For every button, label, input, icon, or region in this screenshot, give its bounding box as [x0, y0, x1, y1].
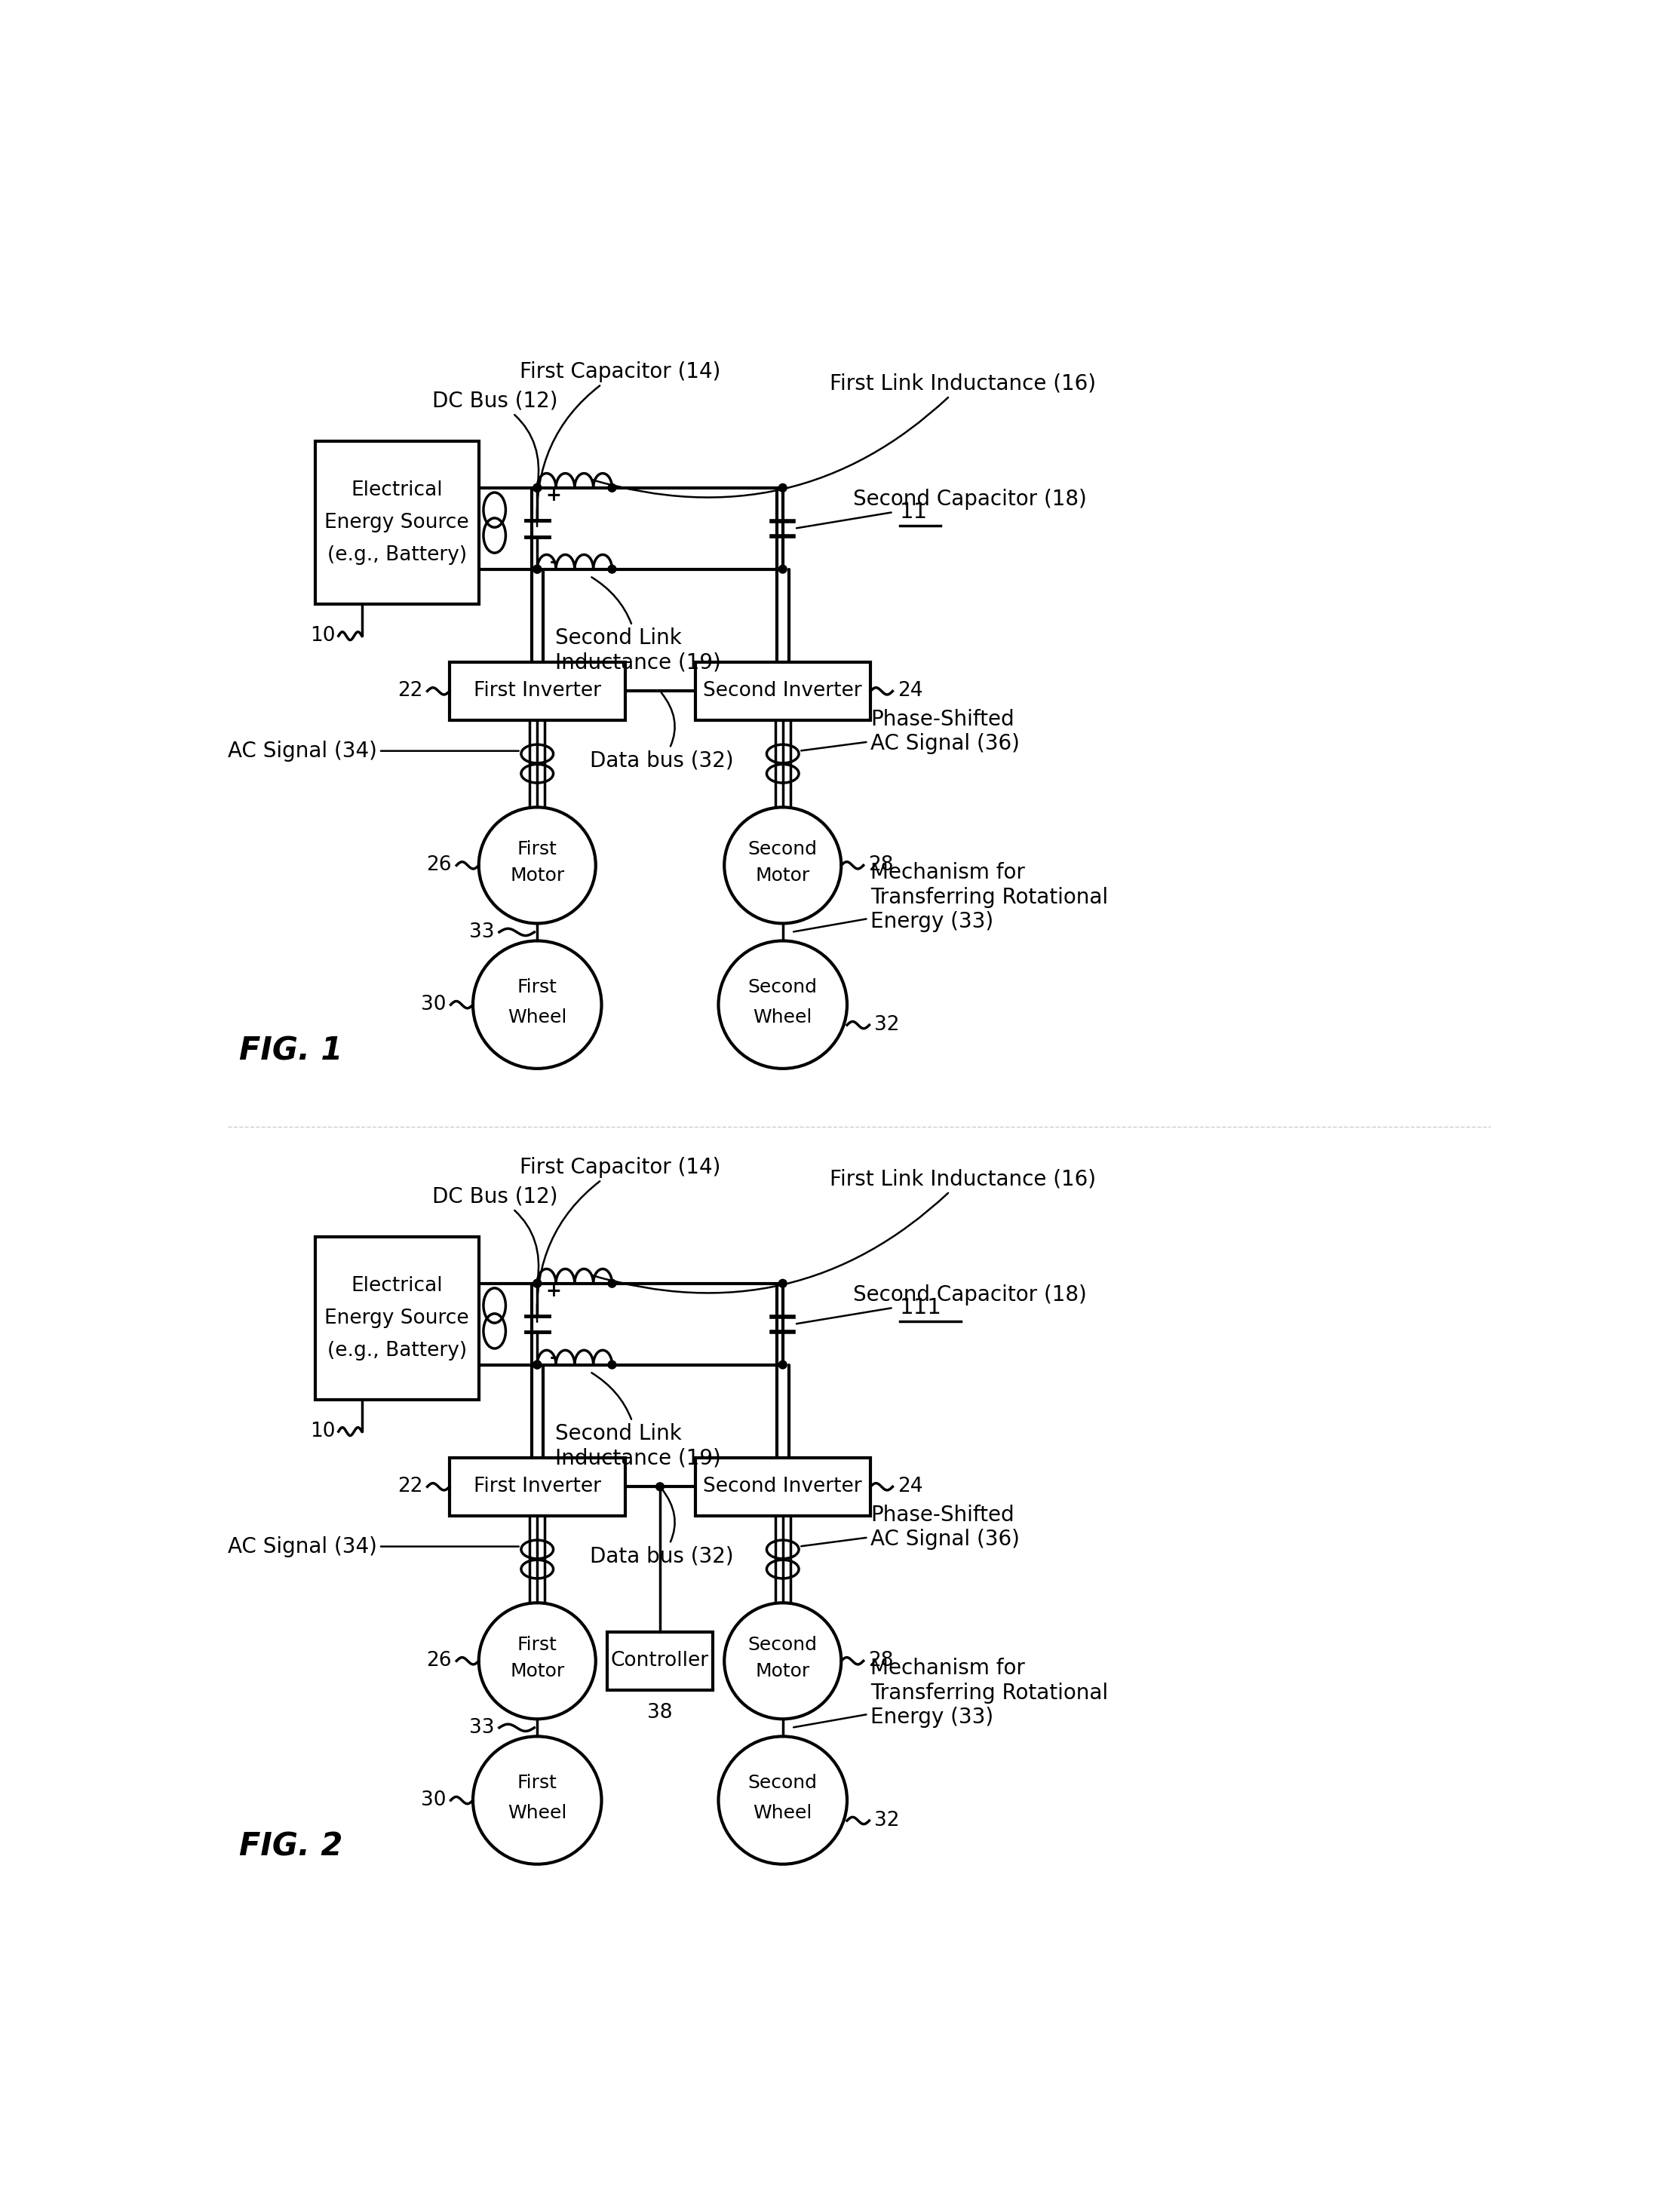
Text: 28: 28	[868, 856, 893, 876]
Text: AC Signal (34): AC Signal (34)	[227, 1535, 519, 1557]
Text: FIG. 2: FIG. 2	[238, 1832, 343, 1863]
Text: -: -	[549, 1347, 557, 1367]
Text: First: First	[517, 841, 557, 858]
Text: DC Bus (12): DC Bus (12)	[432, 1186, 557, 1281]
Text: Mechanism for
Transferring Rotational
Energy (33): Mechanism for Transferring Rotational En…	[794, 863, 1108, 931]
Text: 30: 30	[421, 995, 447, 1015]
Circle shape	[534, 484, 541, 491]
Text: Second Link
Inductance (19): Second Link Inductance (19)	[554, 577, 720, 672]
Circle shape	[779, 484, 787, 491]
Text: 10: 10	[311, 626, 336, 646]
Text: First: First	[517, 1774, 557, 1792]
Text: 24: 24	[897, 1478, 922, 1498]
Text: 10: 10	[311, 1422, 336, 1442]
Text: Second: Second	[749, 978, 818, 995]
Text: Phase-Shifted
AC Signal (36): Phase-Shifted AC Signal (36)	[801, 1504, 1019, 1551]
Text: Motor: Motor	[510, 1661, 564, 1681]
Text: 26: 26	[426, 856, 452, 876]
Text: Second: Second	[749, 1774, 818, 1792]
Text: Electrical: Electrical	[351, 1276, 443, 1296]
Text: 28: 28	[868, 1650, 893, 1670]
Bar	[316, 1237, 479, 1400]
Circle shape	[608, 1279, 616, 1287]
Text: Second Inverter: Second Inverter	[704, 1478, 863, 1498]
Text: Controller: Controller	[611, 1650, 709, 1670]
Text: Wheel: Wheel	[507, 1805, 568, 1823]
Bar	[608, 1632, 712, 1690]
Text: 32: 32	[875, 1015, 900, 1035]
Circle shape	[608, 1360, 616, 1369]
Text: (e.g., Battery): (e.g., Battery)	[327, 1340, 467, 1360]
Circle shape	[534, 564, 541, 573]
Text: Second: Second	[749, 1635, 818, 1655]
Bar	[450, 661, 625, 721]
Bar	[450, 1458, 625, 1515]
Text: 32: 32	[875, 1812, 900, 1829]
Text: First Link Inductance (16): First Link Inductance (16)	[591, 1168, 1096, 1294]
Text: Mechanism for
Transferring Rotational
Energy (33): Mechanism for Transferring Rotational En…	[794, 1657, 1108, 1728]
Circle shape	[779, 1360, 787, 1369]
Text: 33: 33	[470, 922, 495, 942]
Circle shape	[656, 1482, 665, 1491]
Bar	[695, 1458, 870, 1515]
Text: FIG. 1: FIG. 1	[238, 1035, 343, 1066]
Bar	[316, 442, 479, 604]
Text: First: First	[517, 978, 557, 995]
Text: Motor: Motor	[756, 1661, 809, 1681]
Text: Data bus (32): Data bus (32)	[589, 692, 734, 772]
Text: 33: 33	[470, 1719, 495, 1736]
Text: 22: 22	[398, 681, 423, 701]
Text: -: -	[549, 553, 557, 571]
Text: 38: 38	[648, 1703, 673, 1723]
Text: Wheel: Wheel	[754, 1805, 813, 1823]
Text: Motor: Motor	[510, 867, 564, 885]
Text: (e.g., Battery): (e.g., Battery)	[327, 546, 467, 564]
Text: Second Capacitor (18): Second Capacitor (18)	[796, 489, 1086, 529]
Circle shape	[779, 1279, 787, 1287]
Text: 30: 30	[421, 1790, 447, 1809]
Text: 26: 26	[426, 1650, 452, 1670]
Circle shape	[534, 1279, 541, 1287]
Text: Energy Source: Energy Source	[324, 513, 468, 533]
Circle shape	[534, 1279, 541, 1287]
Text: Wheel: Wheel	[754, 1009, 813, 1026]
Text: Second Capacitor (18): Second Capacitor (18)	[796, 1285, 1086, 1323]
Text: First Inverter: First Inverter	[473, 1478, 601, 1498]
Text: AC Signal (34): AC Signal (34)	[227, 741, 519, 761]
Text: 11: 11	[900, 502, 928, 522]
Text: First Inverter: First Inverter	[473, 681, 601, 701]
Text: Motor: Motor	[756, 867, 809, 885]
Circle shape	[608, 564, 616, 573]
Circle shape	[534, 1360, 541, 1369]
Text: Electrical: Electrical	[351, 480, 443, 500]
Text: 24: 24	[897, 681, 922, 701]
Text: First Capacitor (14): First Capacitor (14)	[520, 361, 720, 526]
Text: Second Inverter: Second Inverter	[704, 681, 863, 701]
Bar	[695, 661, 870, 721]
Text: Second: Second	[749, 841, 818, 858]
Text: Phase-Shifted
AC Signal (36): Phase-Shifted AC Signal (36)	[801, 710, 1019, 754]
Text: Second Link
Inductance (19): Second Link Inductance (19)	[554, 1374, 720, 1469]
Text: First Link Inductance (16): First Link Inductance (16)	[591, 374, 1096, 498]
Circle shape	[534, 1360, 541, 1369]
Text: Wheel: Wheel	[507, 1009, 568, 1026]
Circle shape	[534, 564, 541, 573]
Text: 22: 22	[398, 1478, 423, 1498]
Circle shape	[608, 484, 616, 491]
Text: +: +	[546, 1283, 561, 1301]
Text: +: +	[546, 487, 561, 504]
Text: DC Bus (12): DC Bus (12)	[432, 389, 557, 487]
Text: First: First	[517, 1635, 557, 1655]
Text: Energy Source: Energy Source	[324, 1310, 468, 1327]
Circle shape	[779, 564, 787, 573]
Text: 111: 111	[900, 1296, 942, 1318]
Text: Data bus (32): Data bus (32)	[589, 1489, 734, 1566]
Text: First Capacitor (14): First Capacitor (14)	[520, 1157, 720, 1323]
Circle shape	[534, 484, 541, 491]
